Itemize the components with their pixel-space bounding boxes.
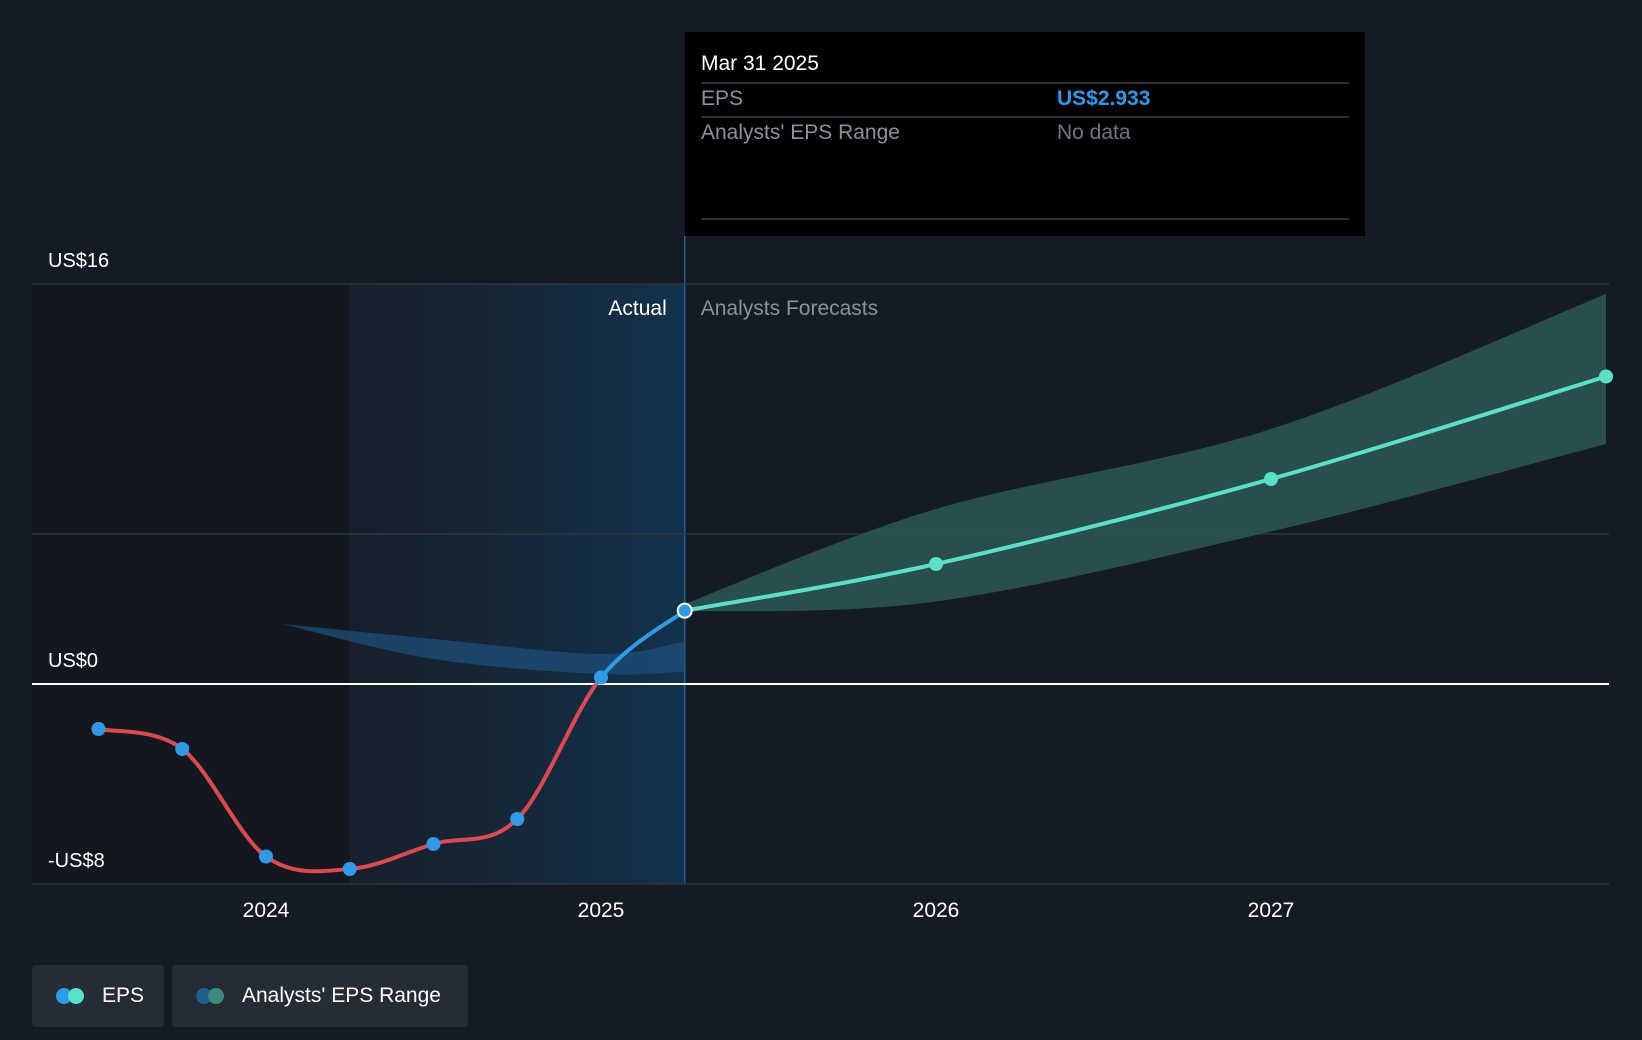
y-tick-label-neg8: -US$8: [48, 850, 105, 872]
eps-forecast-point[interactable]: [929, 557, 943, 571]
tooltip: Mar 31 2025 EPS US$2.933 Analysts' EPS R…: [685, 32, 1365, 236]
eps-legend-icon: [56, 988, 86, 1004]
tooltip-range-label: Analysts' EPS Range: [701, 121, 900, 144]
eps-actual-point[interactable]: [259, 849, 273, 864]
y-tick-label-16: US$16: [48, 250, 109, 272]
legend-eps-label: EPS: [102, 984, 145, 1007]
past-region: [32, 284, 350, 884]
eps-forecast-point[interactable]: [1264, 472, 1278, 486]
eps-actual-point[interactable]: [91, 722, 106, 736]
x-tick-label: 2027: [1248, 899, 1295, 922]
forecast-region-label: Analysts Forecasts: [701, 297, 878, 320]
tooltip-range-value: No data: [1057, 121, 1131, 144]
legend-range-label: Analysts' EPS Range: [242, 984, 441, 1007]
forecast-range-band: [684, 294, 1606, 612]
actual-region: [349, 284, 685, 884]
legend-range-button[interactable]: Analysts' EPS Range: [172, 965, 468, 1027]
x-tick-label: 2025: [578, 899, 625, 922]
eps-actual-point[interactable]: [510, 812, 525, 826]
tooltip-box: [685, 32, 1365, 236]
y-tick-label-0: US$0: [48, 650, 98, 672]
eps-actual-point[interactable]: [426, 837, 441, 851]
actual-region-label: Actual: [608, 297, 666, 320]
actual-range-band: [282, 624, 685, 675]
eps-actual-point[interactable]: [342, 862, 357, 876]
tooltip-eps-value: US$2.933: [1057, 87, 1150, 110]
legend-eps-button[interactable]: EPS: [32, 965, 164, 1027]
x-tick-label: 2026: [913, 899, 960, 922]
gridlines: [32, 283, 1609, 885]
eps-actual-point[interactable]: [676, 602, 693, 619]
tooltip-date: Mar 31 2025: [701, 52, 819, 75]
eps-actual-point[interactable]: [175, 742, 190, 756]
eps-actual-line-negative: [98, 684, 599, 874]
range-legend-icon: [196, 988, 226, 1004]
eps-actual-point[interactable]: [594, 670, 608, 685]
eps-forecast-point[interactable]: [1599, 369, 1613, 384]
x-tick-label: 2024: [243, 899, 290, 922]
tooltip-eps-label: EPS: [701, 87, 743, 110]
eps-forecast-line: [684, 374, 1607, 613]
